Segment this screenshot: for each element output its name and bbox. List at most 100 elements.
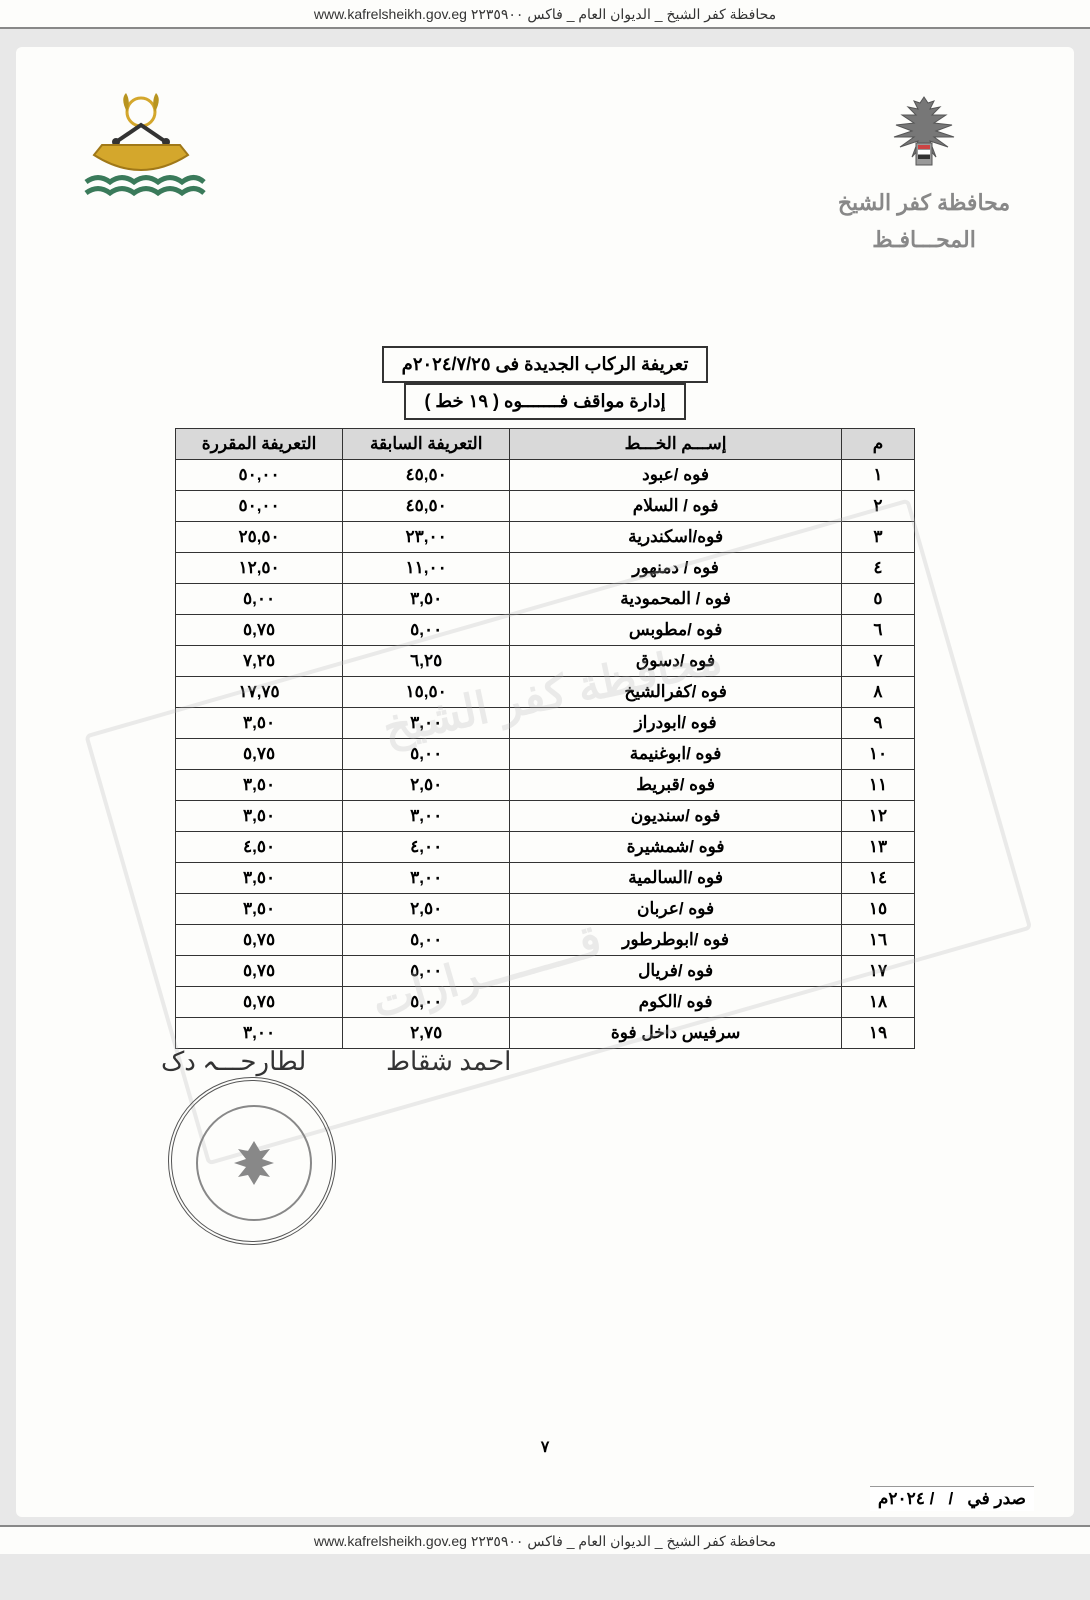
- top-banner: محافظة كفر الشيخ _ الديوان العام _ فاكس …: [0, 0, 1090, 29]
- cell-new-fare: ٣,٠٠: [176, 1018, 343, 1049]
- ship-logo-block: [76, 87, 206, 207]
- cell-line-name: سرفيس داخل فوة: [510, 1018, 842, 1049]
- cell-index: ٧: [841, 646, 914, 677]
- cell-new-fare: ٥,٧٥: [176, 956, 343, 987]
- cell-prev-fare: ٥,٠٠: [343, 615, 510, 646]
- cell-index: ٢: [841, 491, 914, 522]
- table-row: ٦فوه /مطوبس٥,٠٠٥,٧٥: [176, 615, 915, 646]
- cell-prev-fare: ٢,٥٠: [343, 894, 510, 925]
- cell-line-name: فوه /ابوطرطور: [510, 925, 842, 956]
- table-row: ٩فوه /ابودراز٣,٠٠٣,٥٠: [176, 708, 915, 739]
- cell-new-fare: ٣,٥٠: [176, 770, 343, 801]
- cell-index: ١٤: [841, 863, 914, 894]
- governor-label: المحـــافـظ: [834, 223, 1014, 256]
- cell-line-name: فوه /ابوغنيمة: [510, 739, 842, 770]
- col-previous-fare: التعريفة السابقة: [343, 429, 510, 460]
- table-row: ١٣فوه /شمشيرة٤,٠٠٤,٥٠: [176, 832, 915, 863]
- table-header-row: م إســـم الخـــط التعريفة السابقة التعري…: [176, 429, 915, 460]
- cell-line-name: فوه /مطوبس: [510, 615, 842, 646]
- bottom-banner: محافظة كفر الشيخ _ الديوان العام _ فاكس …: [0, 1525, 1090, 1554]
- cell-line-name: فوه /سنديون: [510, 801, 842, 832]
- cell-index: ١١: [841, 770, 914, 801]
- table-row: ١٩سرفيس داخل فوة٢,٧٥٣,٠٠: [176, 1018, 915, 1049]
- cell-new-fare: ٥,٧٥: [176, 925, 343, 956]
- cell-line-name: فوه / المحمودية: [510, 584, 842, 615]
- cell-prev-fare: ٥,٠٠: [343, 739, 510, 770]
- cell-line-name: فوه /الكوم: [510, 987, 842, 1018]
- eagle-emblem-icon: [874, 87, 974, 177]
- fare-table: م إســـم الخـــط التعريفة السابقة التعري…: [175, 428, 915, 1049]
- table-row: ١٦فوه /ابوطرطور٥,٠٠٥,٧٥: [176, 925, 915, 956]
- official-seal: [136, 1077, 336, 1245]
- seal-eagle-icon: [196, 1105, 312, 1221]
- table-row: ٥فوه / المحمودية٣,٥٠٥,٠٠: [176, 584, 915, 615]
- signature-1: لطارحـــہ دک: [161, 1047, 306, 1077]
- cell-line-name: فوه /كفرالشيخ: [510, 677, 842, 708]
- cell-new-fare: ١٢,٥٠: [176, 553, 343, 584]
- cell-line-name: فوه / دمنهور: [510, 553, 842, 584]
- table-row: ١فوه /عبود٤٥,٥٠٥٠,٠٠: [176, 460, 915, 491]
- issue-date-line: صدر في / / ٢٠٢٤م: [870, 1486, 1034, 1511]
- table-row: ١٧فوه /فريال٥,٠٠٥,٧٥: [176, 956, 915, 987]
- cell-new-fare: ١٧,٧٥: [176, 677, 343, 708]
- cell-line-name: فوه/اسكندرية: [510, 522, 842, 553]
- cell-index: ١٧: [841, 956, 914, 987]
- cell-line-name: فوه / السلام: [510, 491, 842, 522]
- table-row: ١٤فوه /السالمية٣,٠٠٣,٥٠: [176, 863, 915, 894]
- table-row: ١٠فوه /ابوغنيمة٥,٠٠٥,٧٥: [176, 739, 915, 770]
- table-row: ٣فوه/اسكندرية٢٣,٠٠٢٥,٥٠: [176, 522, 915, 553]
- cell-prev-fare: ٢,٧٥: [343, 1018, 510, 1049]
- col-line-name: إســـم الخـــط: [510, 429, 842, 460]
- cell-prev-fare: ٤٥,٥٠: [343, 460, 510, 491]
- ship-logo-icon: [76, 87, 206, 202]
- cell-new-fare: ٥٠,٠٠: [176, 491, 343, 522]
- page-number: ٧: [541, 1437, 550, 1457]
- cell-new-fare: ٥,٧٥: [176, 739, 343, 770]
- cell-line-name: فوه /عربان: [510, 894, 842, 925]
- cell-index: ١٩: [841, 1018, 914, 1049]
- cell-new-fare: ٥,٧٥: [176, 615, 343, 646]
- col-approved-fare: التعريفة المقررة: [176, 429, 343, 460]
- cell-new-fare: ٥٠,٠٠: [176, 460, 343, 491]
- table-row: ٨فوه /كفرالشيخ١٥,٥٠١٧,٧٥: [176, 677, 915, 708]
- cell-new-fare: ٢٥,٥٠: [176, 522, 343, 553]
- cell-index: ١٨: [841, 987, 914, 1018]
- cell-index: ٥: [841, 584, 914, 615]
- cell-line-name: فوه /دسوق: [510, 646, 842, 677]
- cell-index: ٣: [841, 522, 914, 553]
- col-index: م: [841, 429, 914, 460]
- cell-new-fare: ٣,٥٠: [176, 894, 343, 925]
- cell-prev-fare: ٣,٠٠: [343, 863, 510, 894]
- cell-prev-fare: ٣,٠٠: [343, 708, 510, 739]
- cell-index: ٨: [841, 677, 914, 708]
- cell-index: ١٣: [841, 832, 914, 863]
- table-row: ٧فوه /دسوق٦,٢٥٧,٢٥: [176, 646, 915, 677]
- cell-prev-fare: ٥,٠٠: [343, 925, 510, 956]
- cell-new-fare: ٣,٥٠: [176, 863, 343, 894]
- cell-prev-fare: ٢٣,٠٠: [343, 522, 510, 553]
- cell-prev-fare: ٤٥,٥٠: [343, 491, 510, 522]
- cell-new-fare: ٧,٢٥: [176, 646, 343, 677]
- cell-new-fare: ٥,٧٥: [176, 987, 343, 1018]
- document-title: تعريفة الركاب الجديدة فى ٢٠٢٤/٧/٢٥م: [382, 346, 709, 383]
- cell-prev-fare: ١١,٠٠: [343, 553, 510, 584]
- table-row: ١١فوه /قبريط٢,٥٠٣,٥٠: [176, 770, 915, 801]
- table-row: ٢فوه / السلام٤٥,٥٠٥٠,٠٠: [176, 491, 915, 522]
- cell-index: ١٥: [841, 894, 914, 925]
- cell-new-fare: ٣,٥٠: [176, 708, 343, 739]
- cell-prev-fare: ٢,٥٠: [343, 770, 510, 801]
- cell-line-name: فوه /عبود: [510, 460, 842, 491]
- cell-index: ١٠: [841, 739, 914, 770]
- document-subtitle: إدارة مواقف فـــــــوه ( ١٩ خط ): [404, 383, 685, 420]
- cell-index: ٩: [841, 708, 914, 739]
- cell-line-name: فوه /شمشيرة: [510, 832, 842, 863]
- cell-new-fare: ٤,٥٠: [176, 832, 343, 863]
- cell-line-name: فوه /فريال: [510, 956, 842, 987]
- table-row: ١٨فوه /الكوم٥,٠٠٥,٧٥: [176, 987, 915, 1018]
- cell-index: ١: [841, 460, 914, 491]
- cell-prev-fare: ٣,٥٠: [343, 584, 510, 615]
- signature-2: احمد شقاط: [386, 1047, 511, 1077]
- cell-line-name: فوه /ابودراز: [510, 708, 842, 739]
- cell-prev-fare: ٥,٠٠: [343, 987, 510, 1018]
- cell-prev-fare: ٣,٠٠: [343, 801, 510, 832]
